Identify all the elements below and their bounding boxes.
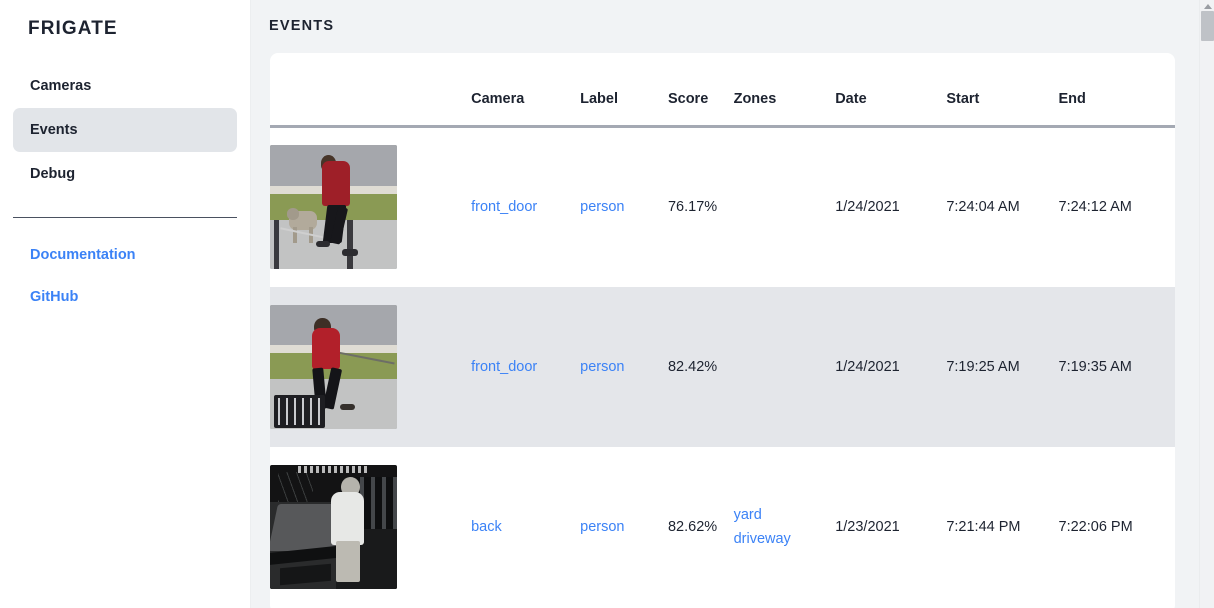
column-header-score[interactable]: Score [667, 53, 734, 128]
column-header-start[interactable]: Start [946, 53, 1059, 128]
sidebar-divider [13, 217, 237, 218]
main-content: EVENTS Camera Label Score Zones Date Sta… [251, 0, 1214, 608]
event-end-cell: 7:22:06 PM [1058, 518, 1133, 535]
event-camera-cell: front_door [471, 287, 580, 447]
column-header-camera[interactable]: Camera [471, 53, 581, 128]
column-header-end[interactable]: End [1058, 53, 1175, 128]
event-start-cell: 7:24:04 AM [946, 199, 1020, 216]
event-zones-cell: yard driveway [734, 447, 836, 607]
sidebar-link-documentation[interactable]: Documentation [30, 247, 136, 263]
event-thumbnail[interactable] [270, 304, 397, 429]
event-score-cell: 76.17% [667, 199, 718, 216]
event-thumbnail-cell[interactable] [270, 127, 471, 287]
caret-up-icon[interactable] [1200, 0, 1214, 11]
event-label-cell: person [580, 447, 668, 607]
event-date-cell: 1/23/2021 [835, 518, 900, 535]
sidebar-external-links: Documentation GitHub [0, 234, 250, 318]
zone-link-driveway[interactable]: driveway [733, 530, 791, 547]
sidebar-nav: Cameras Events Debug [0, 64, 250, 218]
column-header-label[interactable]: Label [580, 53, 668, 128]
column-header-date[interactable]: Date [835, 53, 947, 128]
event-start-cell: 7:19:25 AM [946, 358, 1020, 375]
events-table-body: front_door person 76.17% 1/24/2021 7:24:… [270, 127, 1175, 607]
camera-link[interactable]: front_door [471, 199, 538, 216]
event-score-cell: 82.42% [667, 358, 718, 375]
column-header-thumbnail[interactable] [270, 53, 472, 128]
page-scrollbar[interactable] [1199, 0, 1214, 608]
table-row[interactable]: front_door person 76.17% 1/24/2021 7:24:… [270, 127, 1175, 287]
event-label-cell: person [580, 127, 668, 287]
events-table-head: Camera Label Score Zones Date Start End [270, 53, 1175, 128]
camera-link[interactable]: front_door [471, 358, 538, 375]
camera-link[interactable]: back [471, 518, 502, 535]
table-row[interactable]: back person 82.62% yard driveway 1/23/20… [270, 447, 1175, 607]
sidebar-item-debug[interactable]: Debug [30, 166, 76, 182]
label-link[interactable]: person [580, 199, 625, 216]
event-start-cell: 7:21:44 PM [946, 518, 1021, 535]
event-label-cell: person [580, 287, 668, 447]
event-date-cell: 1/24/2021 [835, 199, 900, 216]
event-camera-cell: front_door [471, 127, 580, 287]
event-thumbnail-cell[interactable] [270, 447, 471, 607]
label-link[interactable]: person [580, 518, 625, 535]
events-card: Camera Label Score Zones Date Start End [270, 53, 1175, 608]
sidebar-item-cameras[interactable]: Cameras [30, 78, 92, 94]
thumbnail-timestamp-overlay [297, 465, 370, 474]
event-thumbnail[interactable] [270, 145, 397, 270]
event-date-cell: 1/24/2021 [835, 358, 900, 375]
scrollbar-thumb[interactable] [1201, 11, 1214, 41]
sidebar-link-github[interactable]: GitHub [30, 289, 79, 305]
app-brand: FRIGATE [28, 18, 118, 39]
events-table: Camera Label Score Zones Date Start End [270, 53, 1175, 607]
sidebar-item-events[interactable]: Events [13, 108, 237, 152]
event-thumbnail[interactable] [270, 464, 397, 589]
event-score-cell: 82.62% [667, 518, 718, 535]
page-title: EVENTS [269, 18, 335, 34]
column-header-zones[interactable]: Zones [733, 53, 836, 128]
table-header-row: Camera Label Score Zones Date Start End [270, 53, 1175, 128]
table-row[interactable]: front_door person 82.42% 1/24/2021 7:19:… [270, 286, 1175, 447]
sidebar: FRIGATE Cameras Events Debug Documentati… [0, 0, 251, 608]
event-zones-cell [734, 287, 836, 447]
event-end-cell: 7:19:35 AM [1058, 358, 1132, 375]
event-zones-cell [734, 127, 836, 287]
zone-link-yard[interactable]: yard [733, 506, 762, 523]
event-end-cell: 7:24:12 AM [1058, 199, 1132, 216]
label-link[interactable]: person [580, 358, 625, 375]
event-camera-cell: back [471, 447, 580, 607]
event-thumbnail-cell[interactable] [270, 287, 471, 447]
